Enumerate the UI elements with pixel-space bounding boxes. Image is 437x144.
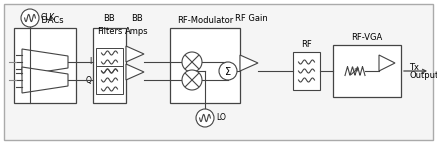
Text: Filters: Filters — [97, 27, 122, 36]
Text: BB DACs: BB DACs — [27, 16, 63, 25]
Polygon shape — [22, 49, 68, 75]
Circle shape — [219, 62, 237, 80]
Polygon shape — [22, 67, 68, 93]
Bar — [293, 52, 320, 90]
Circle shape — [182, 52, 202, 72]
Bar — [96, 66, 123, 94]
Text: I: I — [89, 56, 91, 66]
Polygon shape — [126, 64, 144, 80]
Polygon shape — [240, 55, 258, 71]
Text: RF-VGA: RF-VGA — [351, 33, 383, 42]
Bar — [93, 28, 126, 103]
Text: CLK: CLK — [41, 14, 55, 22]
Bar — [14, 28, 76, 103]
Text: Q: Q — [85, 76, 91, 86]
Bar — [170, 28, 240, 103]
Text: BB: BB — [131, 14, 143, 23]
Text: RF-Modulator: RF-Modulator — [177, 16, 233, 25]
Text: RF Gain: RF Gain — [235, 14, 267, 23]
Text: Output: Output — [409, 71, 437, 79]
Text: $\Sigma$: $\Sigma$ — [224, 65, 232, 77]
Bar — [333, 45, 401, 97]
Polygon shape — [379, 55, 395, 71]
Text: Tx: Tx — [409, 62, 419, 72]
Circle shape — [182, 70, 202, 90]
Circle shape — [21, 9, 39, 27]
Polygon shape — [126, 46, 144, 62]
Bar — [96, 48, 123, 76]
Text: LO: LO — [216, 113, 226, 123]
Text: RF: RF — [301, 40, 312, 49]
Circle shape — [196, 109, 214, 127]
Text: BB: BB — [104, 14, 115, 23]
Text: Amps: Amps — [125, 27, 149, 36]
